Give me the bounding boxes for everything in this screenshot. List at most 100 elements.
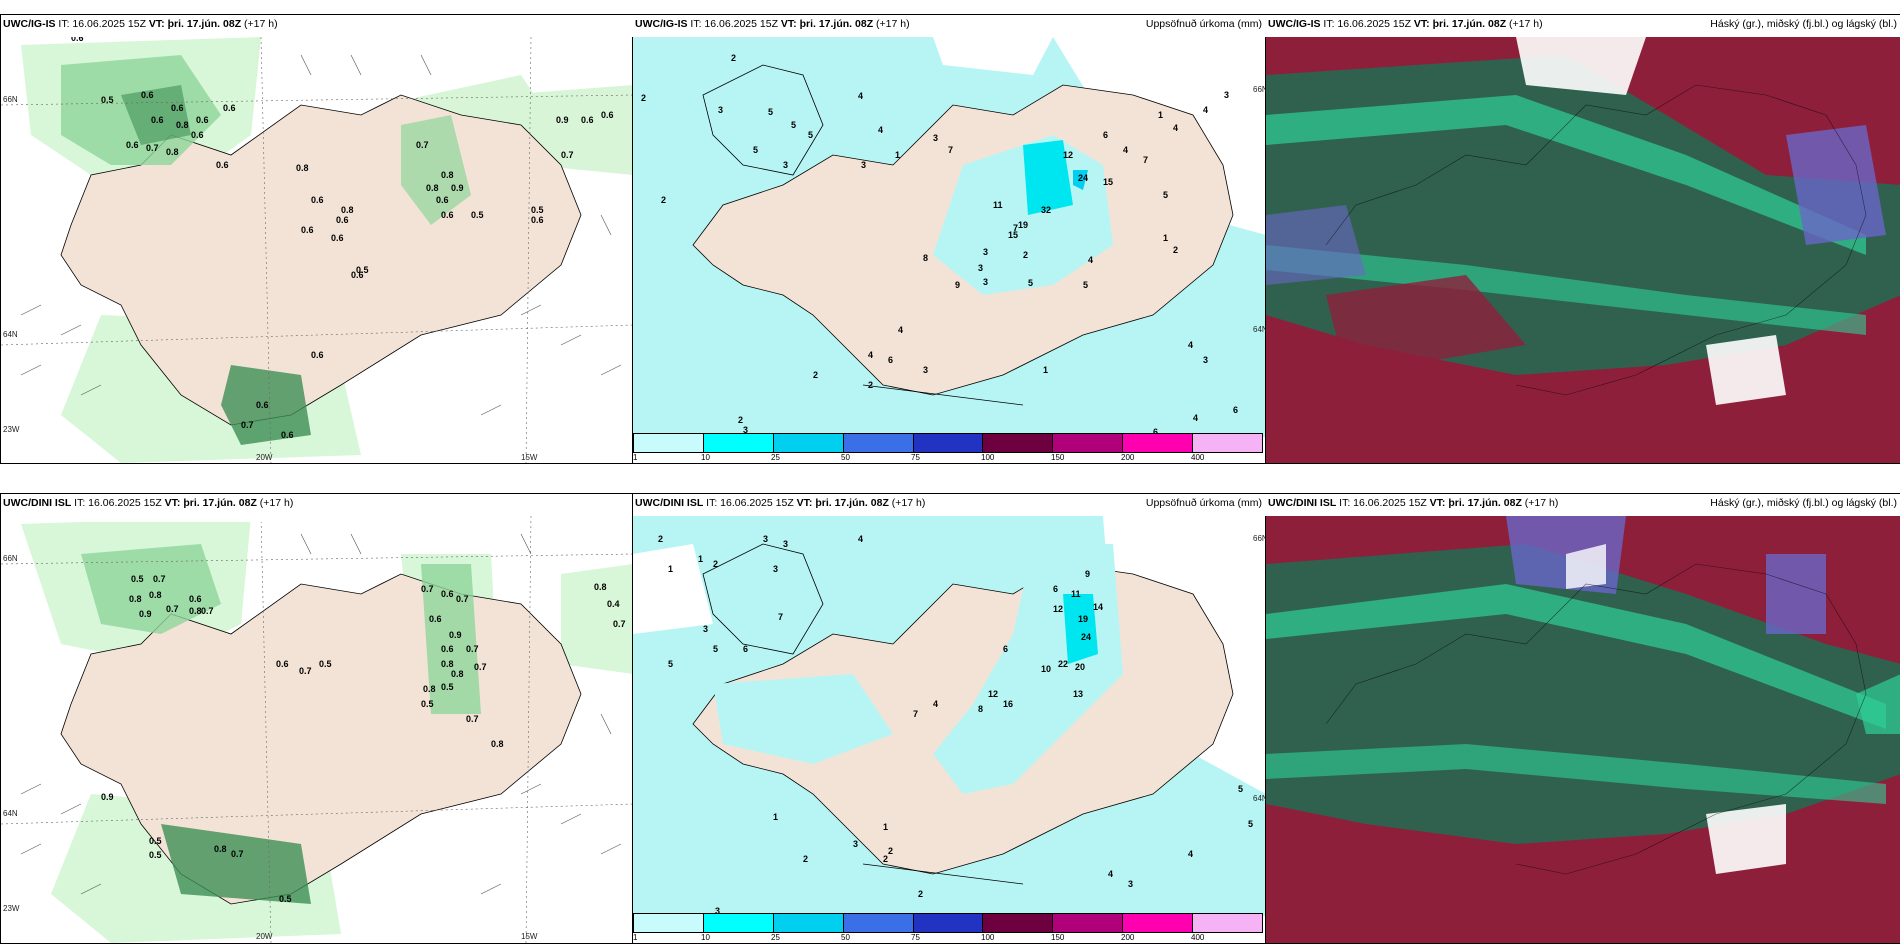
colorbar-tick: 200: [1121, 933, 1135, 942]
value-label: 0.6: [311, 350, 324, 360]
colorbar-tick: 25: [771, 453, 780, 462]
value-label: 3: [715, 906, 721, 916]
value-label: 0.6: [151, 115, 164, 125]
value-label: 0.7: [613, 619, 626, 629]
lon-label-20w: 20W: [256, 453, 273, 462]
value-label: 6: [743, 644, 749, 654]
colorbar-tick: 150: [1051, 933, 1065, 942]
value-label: 0.5: [131, 574, 144, 584]
value-label: 0.6: [191, 130, 204, 140]
value-label: 4: [1173, 123, 1179, 133]
value-label: 0.9: [451, 183, 464, 193]
colorbar-swatches: [633, 433, 1263, 453]
lat-label-66n: 66N: [1253, 534, 1267, 543]
lat-label-64n: 64N: [1253, 325, 1267, 334]
value-label: 0.8: [341, 205, 354, 215]
value-label: 0.7: [153, 574, 166, 584]
value-label: 3: [783, 539, 789, 549]
value-label: 11: [1071, 589, 1081, 599]
value-label: 0.6: [331, 233, 344, 243]
lat-label-66n: 66N: [3, 554, 18, 563]
panel-dini-precip: UWC/DINI ISL IT: 16.06.2025 15Z VT: þri.…: [632, 493, 1267, 944]
model-name: UWC/IG-IS: [635, 18, 688, 30]
model-name: UWC/DINI ISL: [3, 497, 72, 509]
value-label: 1: [668, 564, 674, 574]
value-label: 0.6: [441, 644, 454, 654]
colorbar-tick: 400: [1191, 453, 1205, 462]
colorbar-tick: 10: [701, 453, 710, 462]
panel-header: UWC/IG-IS IT: 16.06.2025 15Z VT: þri. 17…: [1266, 15, 1900, 37]
value-label: 5: [1238, 784, 1244, 794]
value-label: 6: [1153, 427, 1159, 437]
value-label: 12: [1063, 150, 1074, 160]
value-label: 0.5: [101, 95, 114, 105]
value-label: 2: [918, 889, 924, 899]
lead-time: (+17 h): [891, 497, 926, 509]
value-label: 24: [1081, 632, 1092, 642]
value-label: 22: [1058, 659, 1069, 669]
panel-header: UWC/DINI ISL IT: 16.06.2025 15Z VT: þri.…: [633, 494, 1266, 516]
value-label: 2: [738, 415, 744, 425]
colorbar-swatch: [703, 914, 774, 932]
value-label: 5: [1028, 278, 1034, 288]
value-label: 0.6: [581, 115, 594, 125]
value-label: 0.6: [531, 215, 544, 225]
value-label: 3: [703, 624, 709, 634]
value-label: 7: [1143, 155, 1149, 165]
value-label: 3: [773, 564, 779, 574]
value-label: 7: [1013, 223, 1019, 233]
value-label: 24: [1078, 173, 1089, 183]
lead-time: (+17 h): [259, 497, 294, 509]
colorbar-swatch: [843, 434, 914, 452]
value-label: 7: [778, 612, 784, 622]
map-title: Háský (gr.), miðský (fj.bl.) og lágský (…: [1710, 18, 1897, 30]
value-label: 5: [1163, 190, 1169, 200]
value-label: 5: [791, 120, 797, 130]
panel-dini-wind: UWC/DINI ISL IT: 16.06.2025 15Z VT: þri.…: [0, 493, 634, 944]
value-label: 1: [895, 150, 901, 160]
value-label: 4: [1108, 869, 1114, 879]
value-label: 0.5: [319, 659, 332, 669]
value-label: 9: [955, 280, 961, 290]
valid-time: VT: þri. 17.jún. 08Z: [1429, 497, 1522, 509]
value-label: 4: [898, 325, 904, 335]
lon-label-20w: 20W: [256, 932, 273, 941]
lon-label-23w: 23W: [3, 425, 20, 434]
value-label: 0.6: [276, 659, 289, 669]
value-label: 0.6: [189, 594, 202, 604]
model-name: UWC/DINI ISL: [1268, 497, 1337, 509]
colorbar-tick: 75: [911, 933, 920, 942]
value-label: 0.8: [491, 739, 504, 749]
value-label: 5: [768, 107, 774, 117]
value-label: 2: [803, 854, 809, 864]
value-label: 14: [1093, 602, 1104, 612]
value-label: 2: [641, 93, 647, 103]
value-label: 5: [713, 644, 719, 654]
value-label: 9: [1085, 569, 1091, 579]
value-label: 0.7: [416, 140, 429, 150]
value-label: 0.7: [146, 143, 159, 153]
value-label: 3: [1224, 90, 1230, 100]
value-label: 5: [753, 145, 759, 155]
colorbar-tick: 150: [1051, 453, 1065, 462]
colorbar-swatch: [843, 914, 914, 932]
value-label: 7: [948, 145, 954, 155]
wind-precip-map: [1, 36, 633, 463]
value-label: 0.6: [141, 90, 154, 100]
value-label: 15: [1008, 230, 1019, 240]
colorbar-swatch: [1123, 914, 1194, 932]
precip-colorbar: 1 10 25 50 75 100 150 200 400: [633, 433, 1263, 463]
map-title: Uppsöfnuð úrkoma (mm): [1145, 497, 1262, 509]
value-label: 16: [1003, 699, 1014, 709]
panel-header: UWC/IG-IS IT: 16.06.2025 15Z VT: þri. 17…: [1, 15, 633, 37]
value-label: 0.8: [129, 594, 142, 604]
value-label: 5: [1248, 819, 1254, 829]
value-label: 0.6: [351, 270, 364, 280]
value-label: 4: [1188, 340, 1194, 350]
model-name: UWC/IG-IS: [3, 18, 56, 30]
colorbar-swatch: [703, 434, 774, 452]
value-label: 6: [1233, 405, 1239, 415]
panel-ig-wind: UWC/IG-IS IT: 16.06.2025 15Z VT: þri. 17…: [0, 14, 634, 464]
colorbar-swatch: [913, 434, 984, 452]
value-label: 13: [1073, 689, 1084, 699]
